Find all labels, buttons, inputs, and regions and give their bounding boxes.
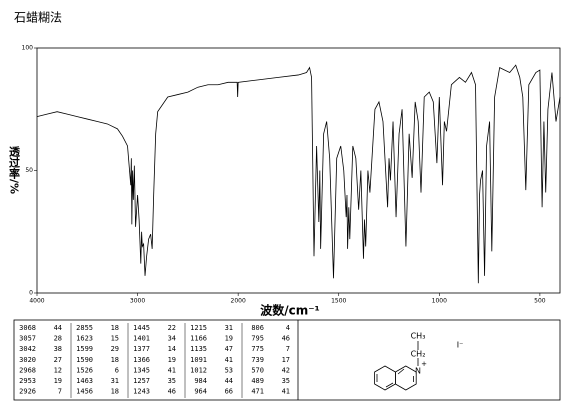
peak-intensity: 31 <box>225 324 233 332</box>
spectrum-line <box>36 64 561 284</box>
peak-wavenumber: 1091 <box>190 356 207 364</box>
peak-intensity: 44 <box>225 377 233 385</box>
peak-wavenumber: 2855 <box>76 324 93 332</box>
peak-intensity: 12 <box>54 366 62 374</box>
peak-wavenumber: 1590 <box>76 356 93 364</box>
peak-wavenumber: 2968 <box>19 366 36 374</box>
peak-intensity: 18 <box>111 356 119 364</box>
y-tick-label: 50 <box>25 167 33 174</box>
peak-wavenumber: 3020 <box>19 356 36 364</box>
peak-wavenumber: 1166 <box>190 335 207 343</box>
peak-wavenumber: 775 <box>251 345 264 353</box>
structure-label: + <box>421 360 427 368</box>
peak-wavenumber: 3057 <box>19 335 36 343</box>
chart-title: 石蜡糊法 <box>14 10 62 25</box>
peak-wavenumber: 984 <box>194 377 207 385</box>
peak-wavenumber: 1345 <box>133 366 150 374</box>
peak-intensity: 17 <box>282 356 290 364</box>
peak-wavenumber: 1623 <box>76 335 93 343</box>
y-tick-label: 100 <box>22 45 34 52</box>
peak-intensity: 19 <box>225 335 233 343</box>
structure-label: I⁻ <box>457 341 464 350</box>
peak-wavenumber: 570 <box>251 366 264 374</box>
peak-intensity: 28 <box>54 335 62 343</box>
peak-intensity: 53 <box>225 366 233 374</box>
x-tick-label: 4000 <box>29 298 44 305</box>
peak-intensity: 42 <box>282 366 290 374</box>
plot-frame <box>36 47 561 294</box>
peak-intensity: 29 <box>111 345 119 353</box>
peak-intensity: 41 <box>225 356 233 364</box>
peak-wavenumber: 1257 <box>133 377 150 385</box>
peak-wavenumber: 806 <box>251 324 264 332</box>
peak-intensity: 4 <box>286 324 290 332</box>
peak-wavenumber: 1456 <box>76 388 93 396</box>
peak-wavenumber: 1243 <box>133 388 150 396</box>
peak-wavenumber: 795 <box>251 335 264 343</box>
peak-wavenumber: 964 <box>194 388 207 396</box>
structure-label: CH₂ <box>411 350 426 359</box>
peak-intensity: 19 <box>168 356 176 364</box>
peak-wavenumber: 1445 <box>133 324 150 332</box>
peak-intensity: 41 <box>168 366 176 374</box>
peak-wavenumber: 1215 <box>190 324 207 332</box>
structure-label: CH₃ <box>411 332 426 341</box>
peak-wavenumber: 1135 <box>190 345 207 353</box>
x-tick-label: 2000 <box>231 298 246 305</box>
peak-wavenumber: 1599 <box>76 345 93 353</box>
peak-wavenumber: 1012 <box>190 366 207 374</box>
peak-wavenumber: 3042 <box>19 345 36 353</box>
peak-wavenumber: 2926 <box>19 388 36 396</box>
peak-intensity: 19 <box>54 377 62 385</box>
peak-intensity: 38 <box>54 345 62 353</box>
peak-wavenumber: 489 <box>251 377 264 385</box>
peak-intensity: 66 <box>225 388 233 396</box>
x-axis-label: 波数/cm⁻¹ <box>260 303 320 318</box>
peak-intensity: 46 <box>168 388 176 396</box>
peak-wavenumber: 1377 <box>133 345 150 353</box>
x-tick-label: 1500 <box>331 298 346 305</box>
peak-intensity: 35 <box>282 377 290 385</box>
peak-wavenumber: 1401 <box>133 335 150 343</box>
x-tick-label: 1000 <box>432 298 447 305</box>
peak-intensity: 18 <box>111 388 119 396</box>
peak-intensity: 44 <box>54 324 62 332</box>
table-frame <box>13 319 561 401</box>
peak-wavenumber: 1463 <box>76 377 93 385</box>
peak-intensity: 22 <box>168 324 176 332</box>
x-tick-label: 3000 <box>130 298 145 305</box>
peak-intensity: 47 <box>225 345 233 353</box>
peak-wavenumber: 739 <box>251 356 264 364</box>
peak-intensity: 6 <box>115 366 119 374</box>
peak-intensity: 31 <box>111 377 119 385</box>
peak-intensity: 15 <box>111 335 119 343</box>
structure-label: N <box>415 367 421 376</box>
peak-intensity: 35 <box>168 377 176 385</box>
peak-intensity: 34 <box>168 335 176 343</box>
y-axis-label: 透过率/% <box>8 146 21 194</box>
peak-intensity: 41 <box>282 388 290 396</box>
peak-intensity: 18 <box>111 324 119 332</box>
peak-wavenumber: 2953 <box>19 377 36 385</box>
peak-intensity: 27 <box>54 356 62 364</box>
peak-wavenumber: 1366 <box>133 356 150 364</box>
peak-wavenumber: 3068 <box>19 324 36 332</box>
peak-intensity: 7 <box>286 345 290 353</box>
peak-wavenumber: 1526 <box>76 366 93 374</box>
peak-intensity: 46 <box>282 335 290 343</box>
peak-wavenumber: 471 <box>251 388 264 396</box>
peak-intensity: 14 <box>168 345 176 353</box>
peak-intensity: 7 <box>58 388 62 396</box>
x-tick-label: 500 <box>534 298 546 305</box>
structure-rings <box>374 341 419 391</box>
y-tick-label: 0 <box>29 290 33 297</box>
